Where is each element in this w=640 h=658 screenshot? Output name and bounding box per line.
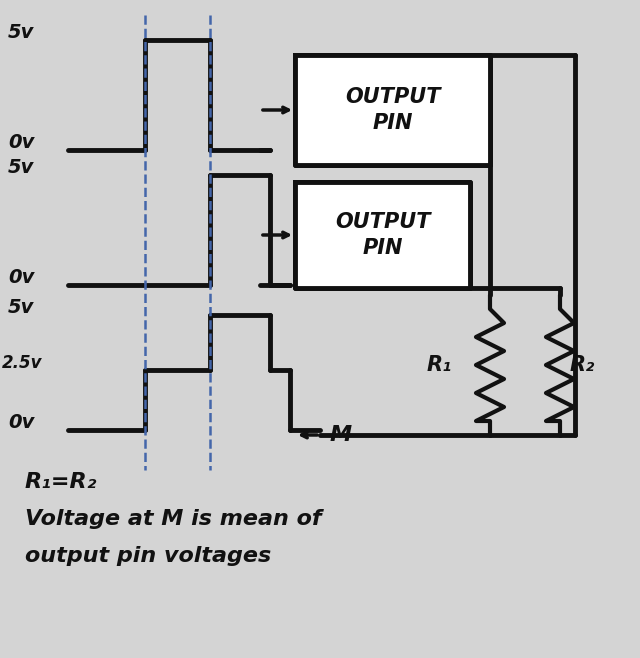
- Text: 2.5v: 2.5v: [2, 354, 42, 372]
- Text: 5v: 5v: [8, 158, 35, 177]
- Text: 0v: 0v: [8, 268, 35, 287]
- Text: R₁: R₁: [427, 355, 452, 375]
- Text: 5v: 5v: [8, 298, 35, 317]
- Text: R₁=R₂: R₁=R₂: [25, 472, 97, 492]
- Text: OUTPUT
PIN: OUTPUT PIN: [335, 212, 430, 258]
- Text: output pin voltages: output pin voltages: [25, 546, 271, 566]
- Text: 5v: 5v: [8, 23, 35, 42]
- Text: 0v: 0v: [8, 133, 35, 152]
- Text: M: M: [330, 425, 352, 445]
- Text: Voltage at M is mean of: Voltage at M is mean of: [25, 509, 321, 529]
- Text: R₂: R₂: [570, 355, 595, 375]
- Text: OUTPUT
PIN: OUTPUT PIN: [345, 87, 440, 133]
- Text: 0v: 0v: [8, 413, 35, 432]
